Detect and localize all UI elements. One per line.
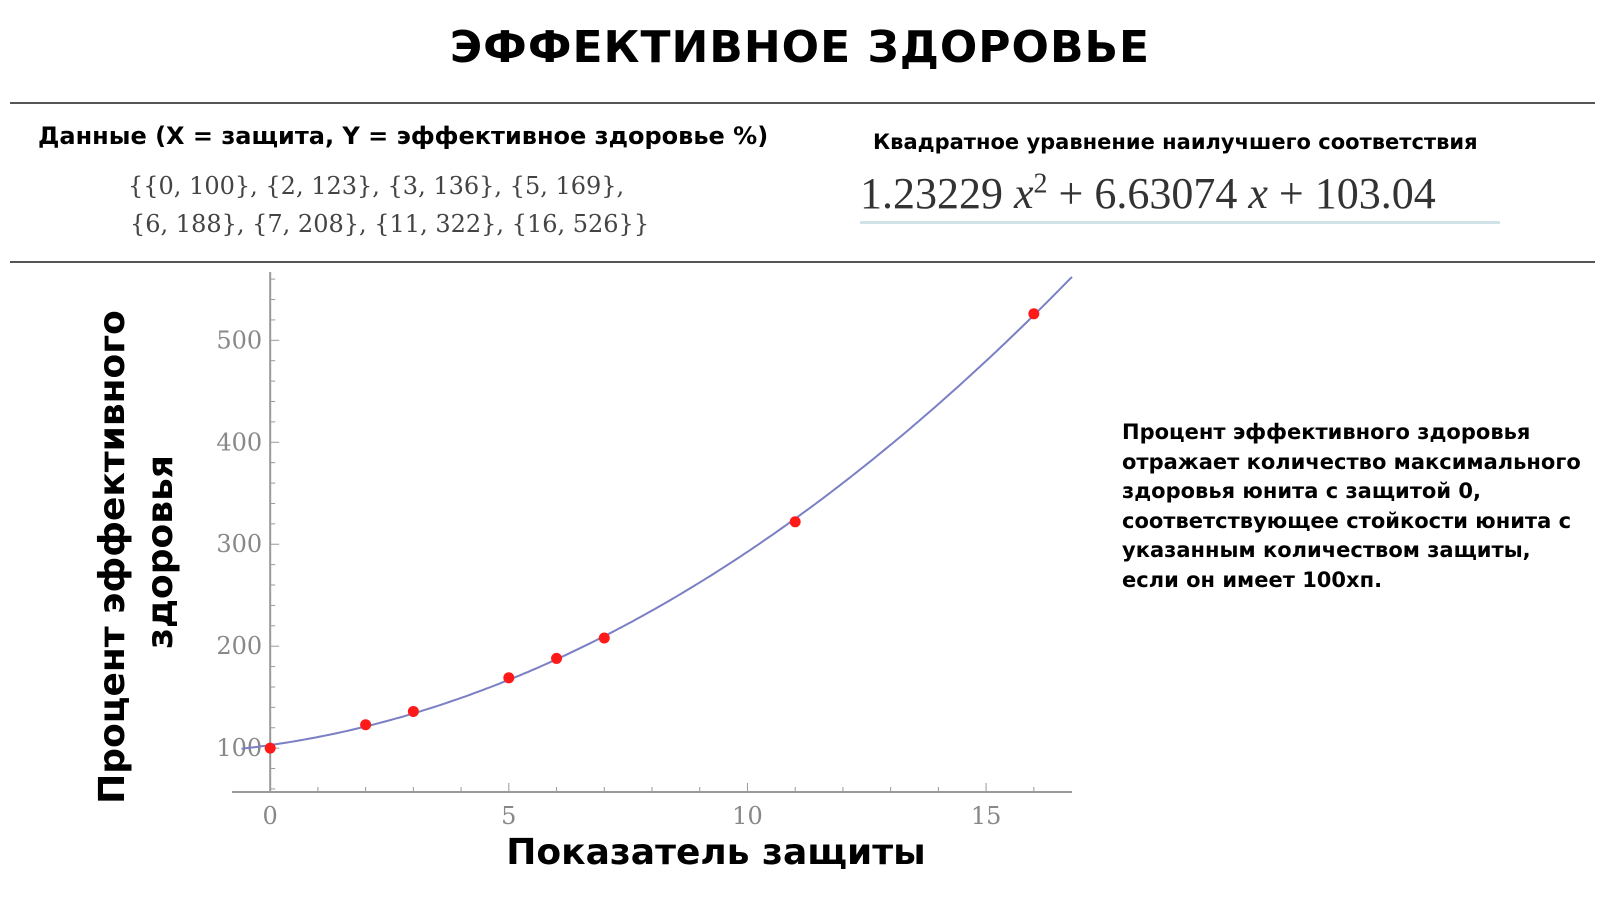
data-points-line-1: {{0, 100}, {2, 123}, {3, 136}, {5, 169}, <box>128 172 625 200</box>
data-point <box>551 652 563 664</box>
y-tick-label: 400 <box>216 428 262 456</box>
y-tick-label: 200 <box>216 632 262 660</box>
x-tick-label: 15 <box>971 802 1002 830</box>
x-axis-title: Показатель защиты <box>506 832 925 873</box>
data-point <box>407 705 419 717</box>
fit-curve <box>241 276 1073 750</box>
y-tick-label: 100 <box>216 734 262 762</box>
var-x-2: x <box>1248 169 1268 218</box>
explanation-note: Процент эффективного здоровья отражает к… <box>1122 420 1581 592</box>
fit-heading: Квадратное уравнение наилучшего соответс… <box>873 130 1478 154</box>
exponent: 2 <box>1033 168 1048 200</box>
divider-top <box>10 102 1595 104</box>
divider-bottom <box>10 261 1595 263</box>
y-axis-title-line-2: здоровья <box>140 455 181 649</box>
coef-a: 1.23229 <box>860 169 1003 218</box>
plus-1: + <box>1058 169 1084 218</box>
data-point <box>789 516 801 528</box>
data-point <box>503 672 515 684</box>
x-tick-label: 10 <box>732 802 763 830</box>
data-point <box>264 742 276 754</box>
fit-equation: 1.23229 x2 + 6.63074 x + 103.04 <box>860 168 1500 224</box>
coef-c: 103.04 <box>1314 169 1436 218</box>
var-x: x <box>1014 169 1034 218</box>
y-tick-label: 300 <box>216 530 262 558</box>
data-point <box>360 719 372 731</box>
y-axis-title-line-1: Процент эффективного <box>92 310 133 804</box>
data-heading: Данные (X = защита, Y = эффективное здор… <box>38 122 769 150</box>
plus-2: + <box>1278 169 1304 218</box>
page-title: ЭФФЕКТИВНОЕ ЗДОРОВЬЕ <box>449 22 1151 73</box>
coef-b: 6.63074 <box>1094 169 1238 218</box>
y-tick-label: 500 <box>216 326 262 354</box>
x-tick-label: 5 <box>501 802 516 830</box>
x-tick-label: 0 <box>263 802 278 830</box>
data-point <box>598 632 610 644</box>
data-points-line-2: {6, 188}, {7, 208}, {11, 322}, {16, 526}… <box>130 210 650 238</box>
data-point <box>1028 308 1040 320</box>
